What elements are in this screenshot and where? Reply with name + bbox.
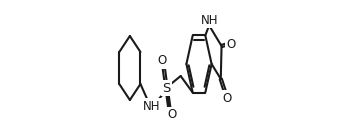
- Text: NH: NH: [200, 14, 218, 27]
- Text: S: S: [162, 81, 171, 95]
- Text: NH: NH: [142, 100, 160, 112]
- Text: O: O: [222, 92, 232, 104]
- Text: O: O: [167, 109, 176, 121]
- Text: O: O: [226, 38, 235, 50]
- Text: O: O: [157, 55, 166, 67]
